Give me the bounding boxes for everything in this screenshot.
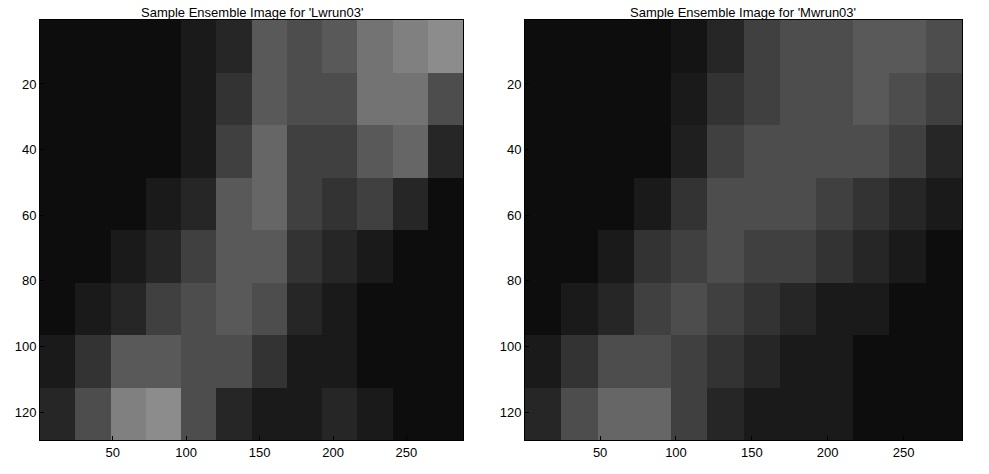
svg-text:50: 50 — [593, 445, 607, 460]
svg-text:100: 100 — [665, 445, 687, 460]
svg-text:60: 60 — [22, 208, 36, 223]
svg-text:20: 20 — [507, 77, 521, 92]
svg-text:40: 40 — [22, 142, 36, 157]
svg-text:20: 20 — [22, 77, 36, 92]
svg-text:80: 80 — [22, 273, 36, 288]
svg-text:40: 40 — [507, 142, 521, 157]
svg-text:120: 120 — [500, 405, 522, 420]
svg-text:150: 150 — [741, 445, 763, 460]
svg-text:200: 200 — [817, 445, 839, 460]
svg-text:Sample Ensemble Image for 'Mwr: Sample Ensemble Image for 'Mwrun03' — [630, 5, 856, 20]
svg-text:100: 100 — [175, 445, 197, 460]
svg-text:50: 50 — [105, 445, 119, 460]
svg-text:100: 100 — [500, 339, 522, 354]
svg-text:120: 120 — [15, 405, 37, 420]
svg-text:200: 200 — [322, 445, 344, 460]
svg-text:Sample Ensemble Image for 'Lwr: Sample Ensemble Image for 'Lwrun03' — [141, 5, 363, 20]
svg-text:100: 100 — [15, 339, 37, 354]
svg-text:150: 150 — [249, 445, 271, 460]
svg-text:80: 80 — [507, 273, 521, 288]
svg-text:60: 60 — [507, 208, 521, 223]
svg-text:250: 250 — [396, 445, 418, 460]
svg-text:250: 250 — [893, 445, 915, 460]
